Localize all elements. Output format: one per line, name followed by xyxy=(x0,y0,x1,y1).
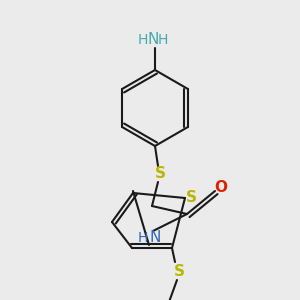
Text: N: N xyxy=(149,230,161,245)
Text: H: H xyxy=(138,231,148,245)
Text: N: N xyxy=(147,32,159,47)
Text: S: S xyxy=(173,265,184,280)
Text: S: S xyxy=(185,190,197,206)
Text: O: O xyxy=(214,181,227,196)
Text: H: H xyxy=(138,33,148,47)
Text: H: H xyxy=(158,33,168,47)
Text: S: S xyxy=(154,167,166,182)
